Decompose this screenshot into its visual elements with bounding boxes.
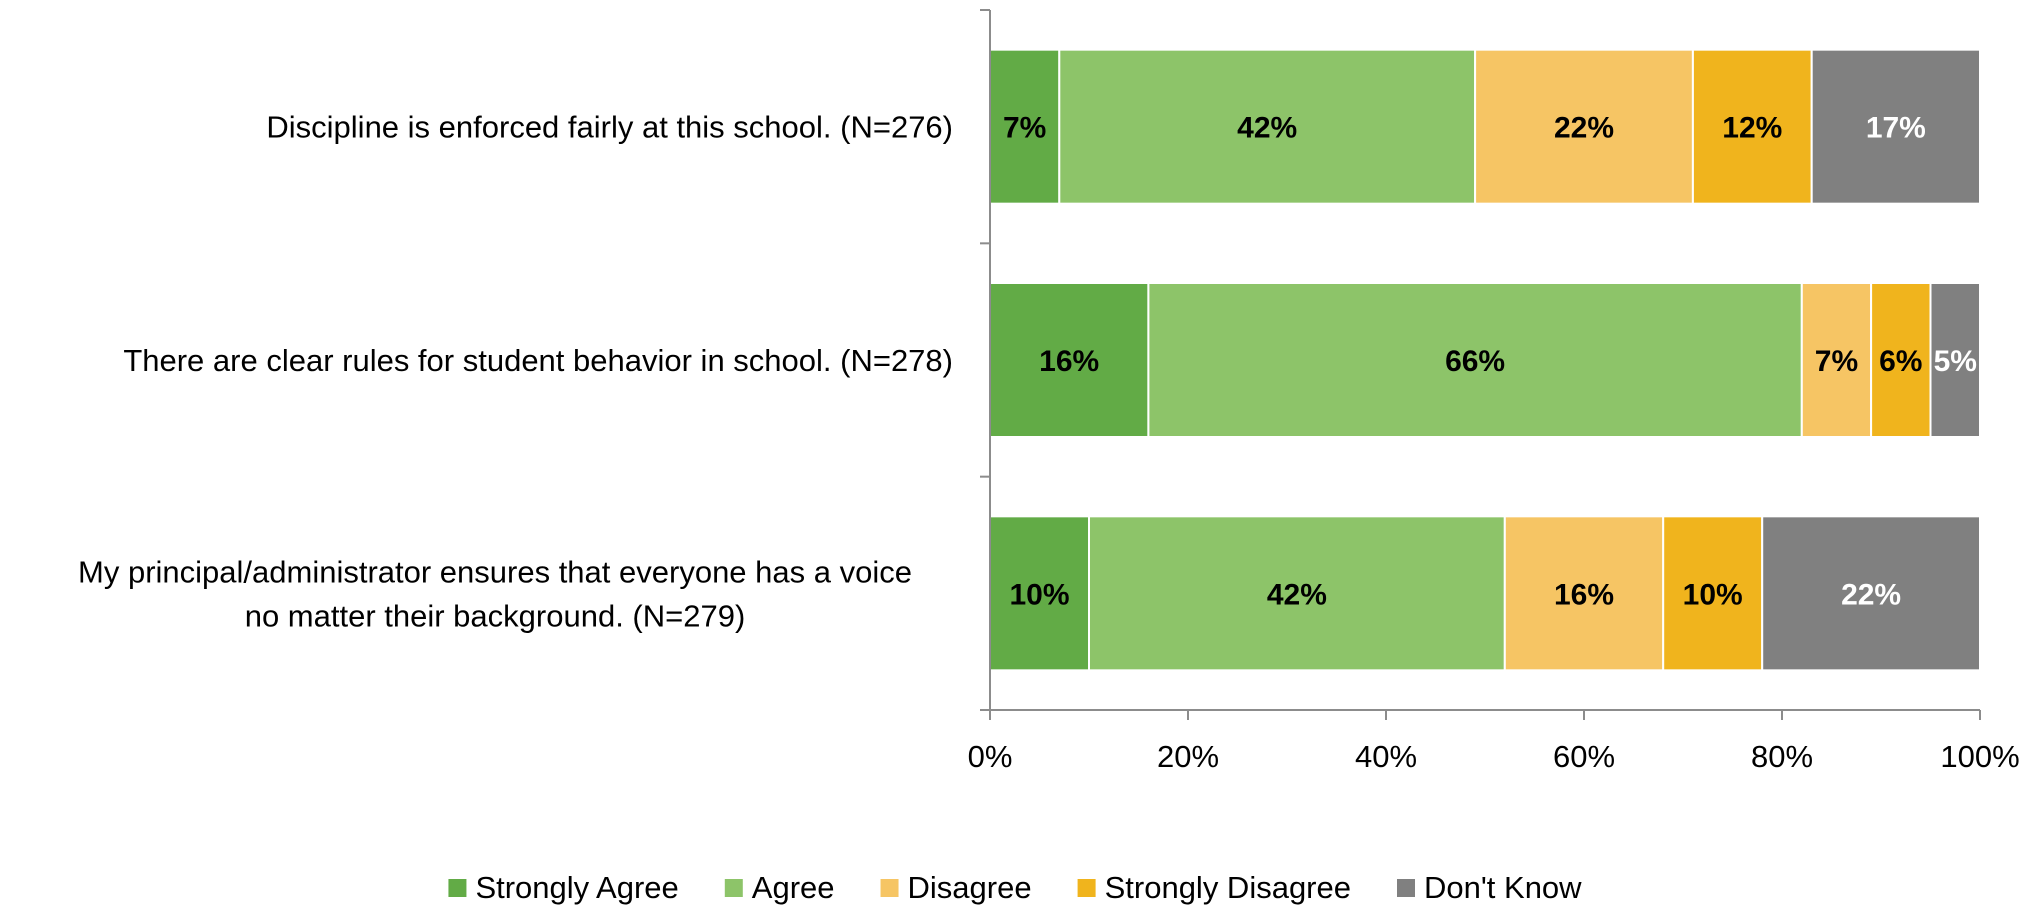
legend-swatch	[1077, 879, 1096, 897]
data-label: 12%	[1722, 112, 1782, 145]
legend-swatch	[448, 879, 467, 897]
data-label: 66%	[1445, 345, 1505, 378]
bar-segment	[1088, 515, 1506, 672]
legend-label: Strongly Agree	[475, 870, 678, 905]
data-label: 42%	[1237, 112, 1297, 145]
bar-segment	[1503, 515, 1665, 672]
bar-segment	[1800, 282, 1873, 438]
category-labels: Discipline is enforced fairly at this sc…	[78, 110, 953, 634]
bar-segment	[989, 282, 1150, 438]
bar-segment	[1929, 282, 1981, 438]
data-label: 22%	[1841, 578, 1901, 611]
bar-segment	[1662, 515, 1764, 672]
bar-segment	[1147, 282, 1803, 438]
legend-label: Agree	[752, 870, 835, 905]
data-label: 6%	[1879, 345, 1922, 378]
x-tick-label: 40%	[1355, 739, 1417, 774]
legend-swatch	[880, 879, 899, 897]
legend: Strongly Agree Agree Disagree Strongly Disa…	[448, 870, 1582, 905]
data-label: 22%	[1554, 112, 1614, 145]
data-label: 5%	[1934, 345, 1977, 378]
bar-segment	[989, 48, 1061, 205]
category-label: Discipline is enforced fairly at this sc…	[266, 110, 953, 145]
legend-label: Don't Know	[1424, 870, 1582, 905]
bar-segment	[1810, 48, 1981, 205]
bar-segment	[1691, 48, 1813, 205]
bar-segment	[1761, 515, 1981, 672]
x-tick-label: 60%	[1553, 739, 1615, 774]
bar-segment	[1870, 282, 1932, 438]
legend-swatch	[1397, 879, 1415, 897]
category-label: There are clear rules for student behavi…	[123, 343, 953, 378]
bar-segment	[1058, 48, 1477, 205]
legend-label: Strongly Disagree	[1105, 870, 1351, 905]
data-label: 16%	[1554, 578, 1614, 611]
data-label: 16%	[1039, 345, 1099, 378]
x-tick-label: 100%	[1940, 739, 2019, 774]
data-label: 7%	[1003, 112, 1046, 145]
data-label: 10%	[1683, 578, 1743, 611]
data-label: 7%	[1815, 345, 1858, 378]
data-label: 42%	[1267, 578, 1327, 611]
x-tick-label: 0%	[968, 739, 1013, 774]
x-tick-label: 80%	[1751, 739, 1813, 774]
bar-segment	[1474, 48, 1694, 205]
category-label: My principal/administrator ensures that …	[78, 554, 912, 633]
legend-swatch	[724, 879, 743, 897]
axes: 0% 20% 40% 60% 80% 100%	[968, 9, 2020, 774]
x-tick-label: 20%	[1157, 739, 1219, 774]
legend-label: Disagree	[908, 870, 1032, 905]
bars: 7% 42% 22% 12% 17% 16% 66% 7% 6% 5% 10% 42% 16% 10% 22…	[989, 48, 1981, 672]
data-label: 17%	[1866, 112, 1926, 145]
data-label: 10%	[1009, 578, 1069, 611]
